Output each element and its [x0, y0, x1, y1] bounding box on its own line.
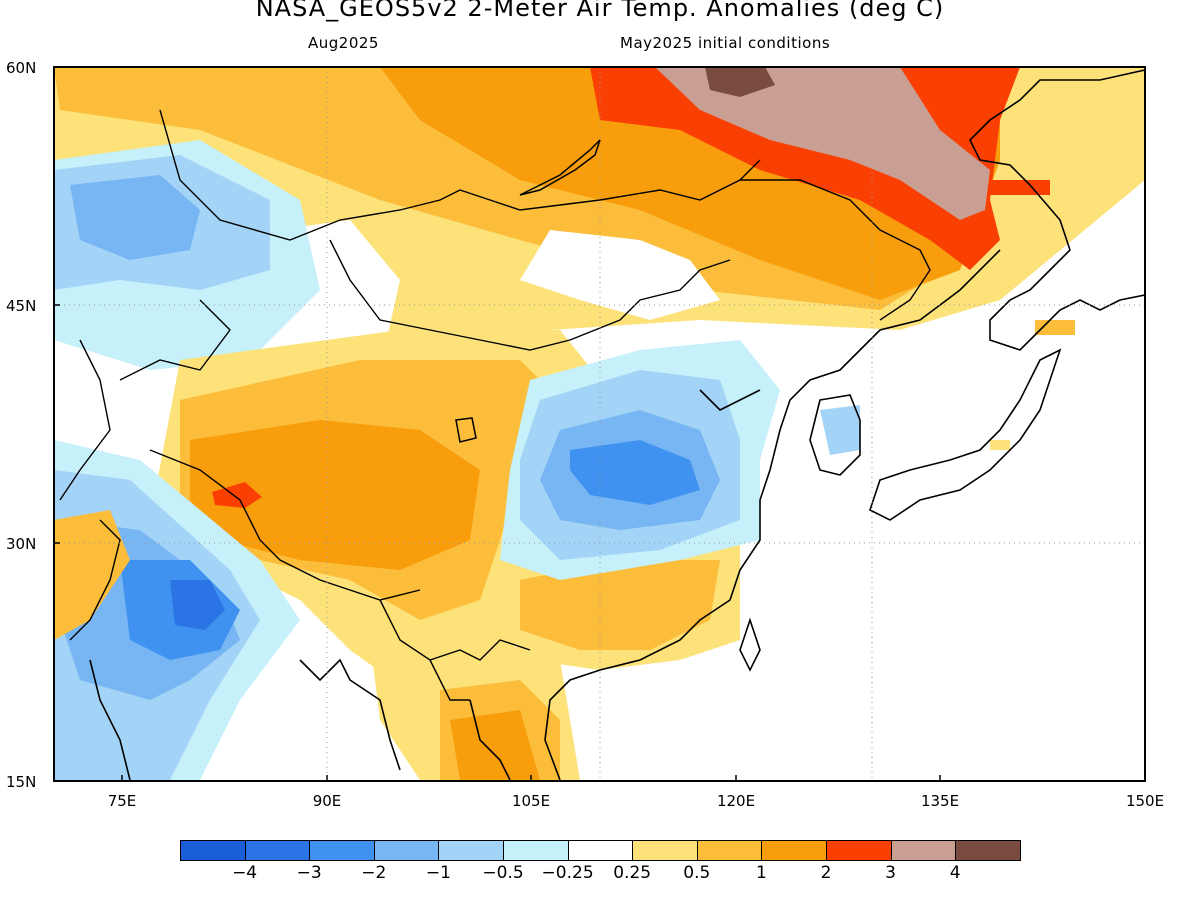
colorbar-swatch — [309, 840, 375, 861]
colorbar-label: 0.25 — [613, 863, 652, 883]
borders — [59, 109, 931, 701]
colorbar-swatch — [438, 840, 504, 861]
colorbar-label: 4 — [949, 863, 961, 883]
colorbar-swatch — [180, 840, 246, 861]
colorbar-label: −4 — [232, 863, 258, 883]
lat-label-30n: 30N — [6, 535, 36, 553]
colorbar-label: 1 — [755, 863, 767, 883]
colorbar-swatch — [503, 840, 569, 861]
lon-label-150e: 150E — [1126, 792, 1164, 810]
colorbar-label: −2 — [361, 863, 387, 883]
lake-outlines — [455, 139, 601, 443]
lat-label-15n: 15N — [6, 773, 36, 791]
colorbar-label: 3 — [885, 863, 897, 883]
coastlines — [89, 69, 1145, 781]
lon-label-120e: 120E — [717, 792, 755, 810]
lat-label-60n: 60N — [6, 59, 36, 77]
colorbar-label: −0.25 — [541, 863, 594, 883]
colorbar-label: −3 — [296, 863, 322, 883]
lon-label-135e: 135E — [921, 792, 959, 810]
colorbar-swatch — [567, 840, 634, 861]
lon-label-75e: 75E — [108, 792, 137, 810]
lat-label-45n: 45N — [6, 297, 36, 315]
gridlines — [54, 67, 1145, 781]
colorbar-swatch — [826, 840, 892, 861]
lon-label-105e: 105E — [512, 792, 550, 810]
lon-label-90e: 90E — [313, 792, 342, 810]
init-conditions: May2025 initial conditions — [620, 34, 831, 52]
colorbar-label: 2 — [820, 863, 832, 883]
colorbar-swatch — [696, 840, 763, 861]
colorbar-label: −0.5 — [482, 863, 524, 883]
colorbar-swatch — [761, 840, 827, 861]
valid-month: Aug2025 — [308, 34, 379, 52]
colorbar-swatch — [244, 840, 311, 861]
colorbar-swatch — [890, 840, 957, 861]
anomaly-field — [54, 67, 1145, 781]
map-title: NASA_GEOS5v2 2-Meter Air Temp. Anomalies… — [255, 0, 945, 22]
colorbar-swatch — [632, 840, 698, 861]
axis-ticks — [54, 66, 1146, 782]
map-frame — [53, 66, 1146, 782]
colorbar-swatch — [373, 840, 440, 861]
colorbar-swatch — [955, 840, 1021, 861]
colorbar-label: 0.5 — [683, 863, 711, 883]
colorbar-label: −1 — [425, 863, 451, 883]
